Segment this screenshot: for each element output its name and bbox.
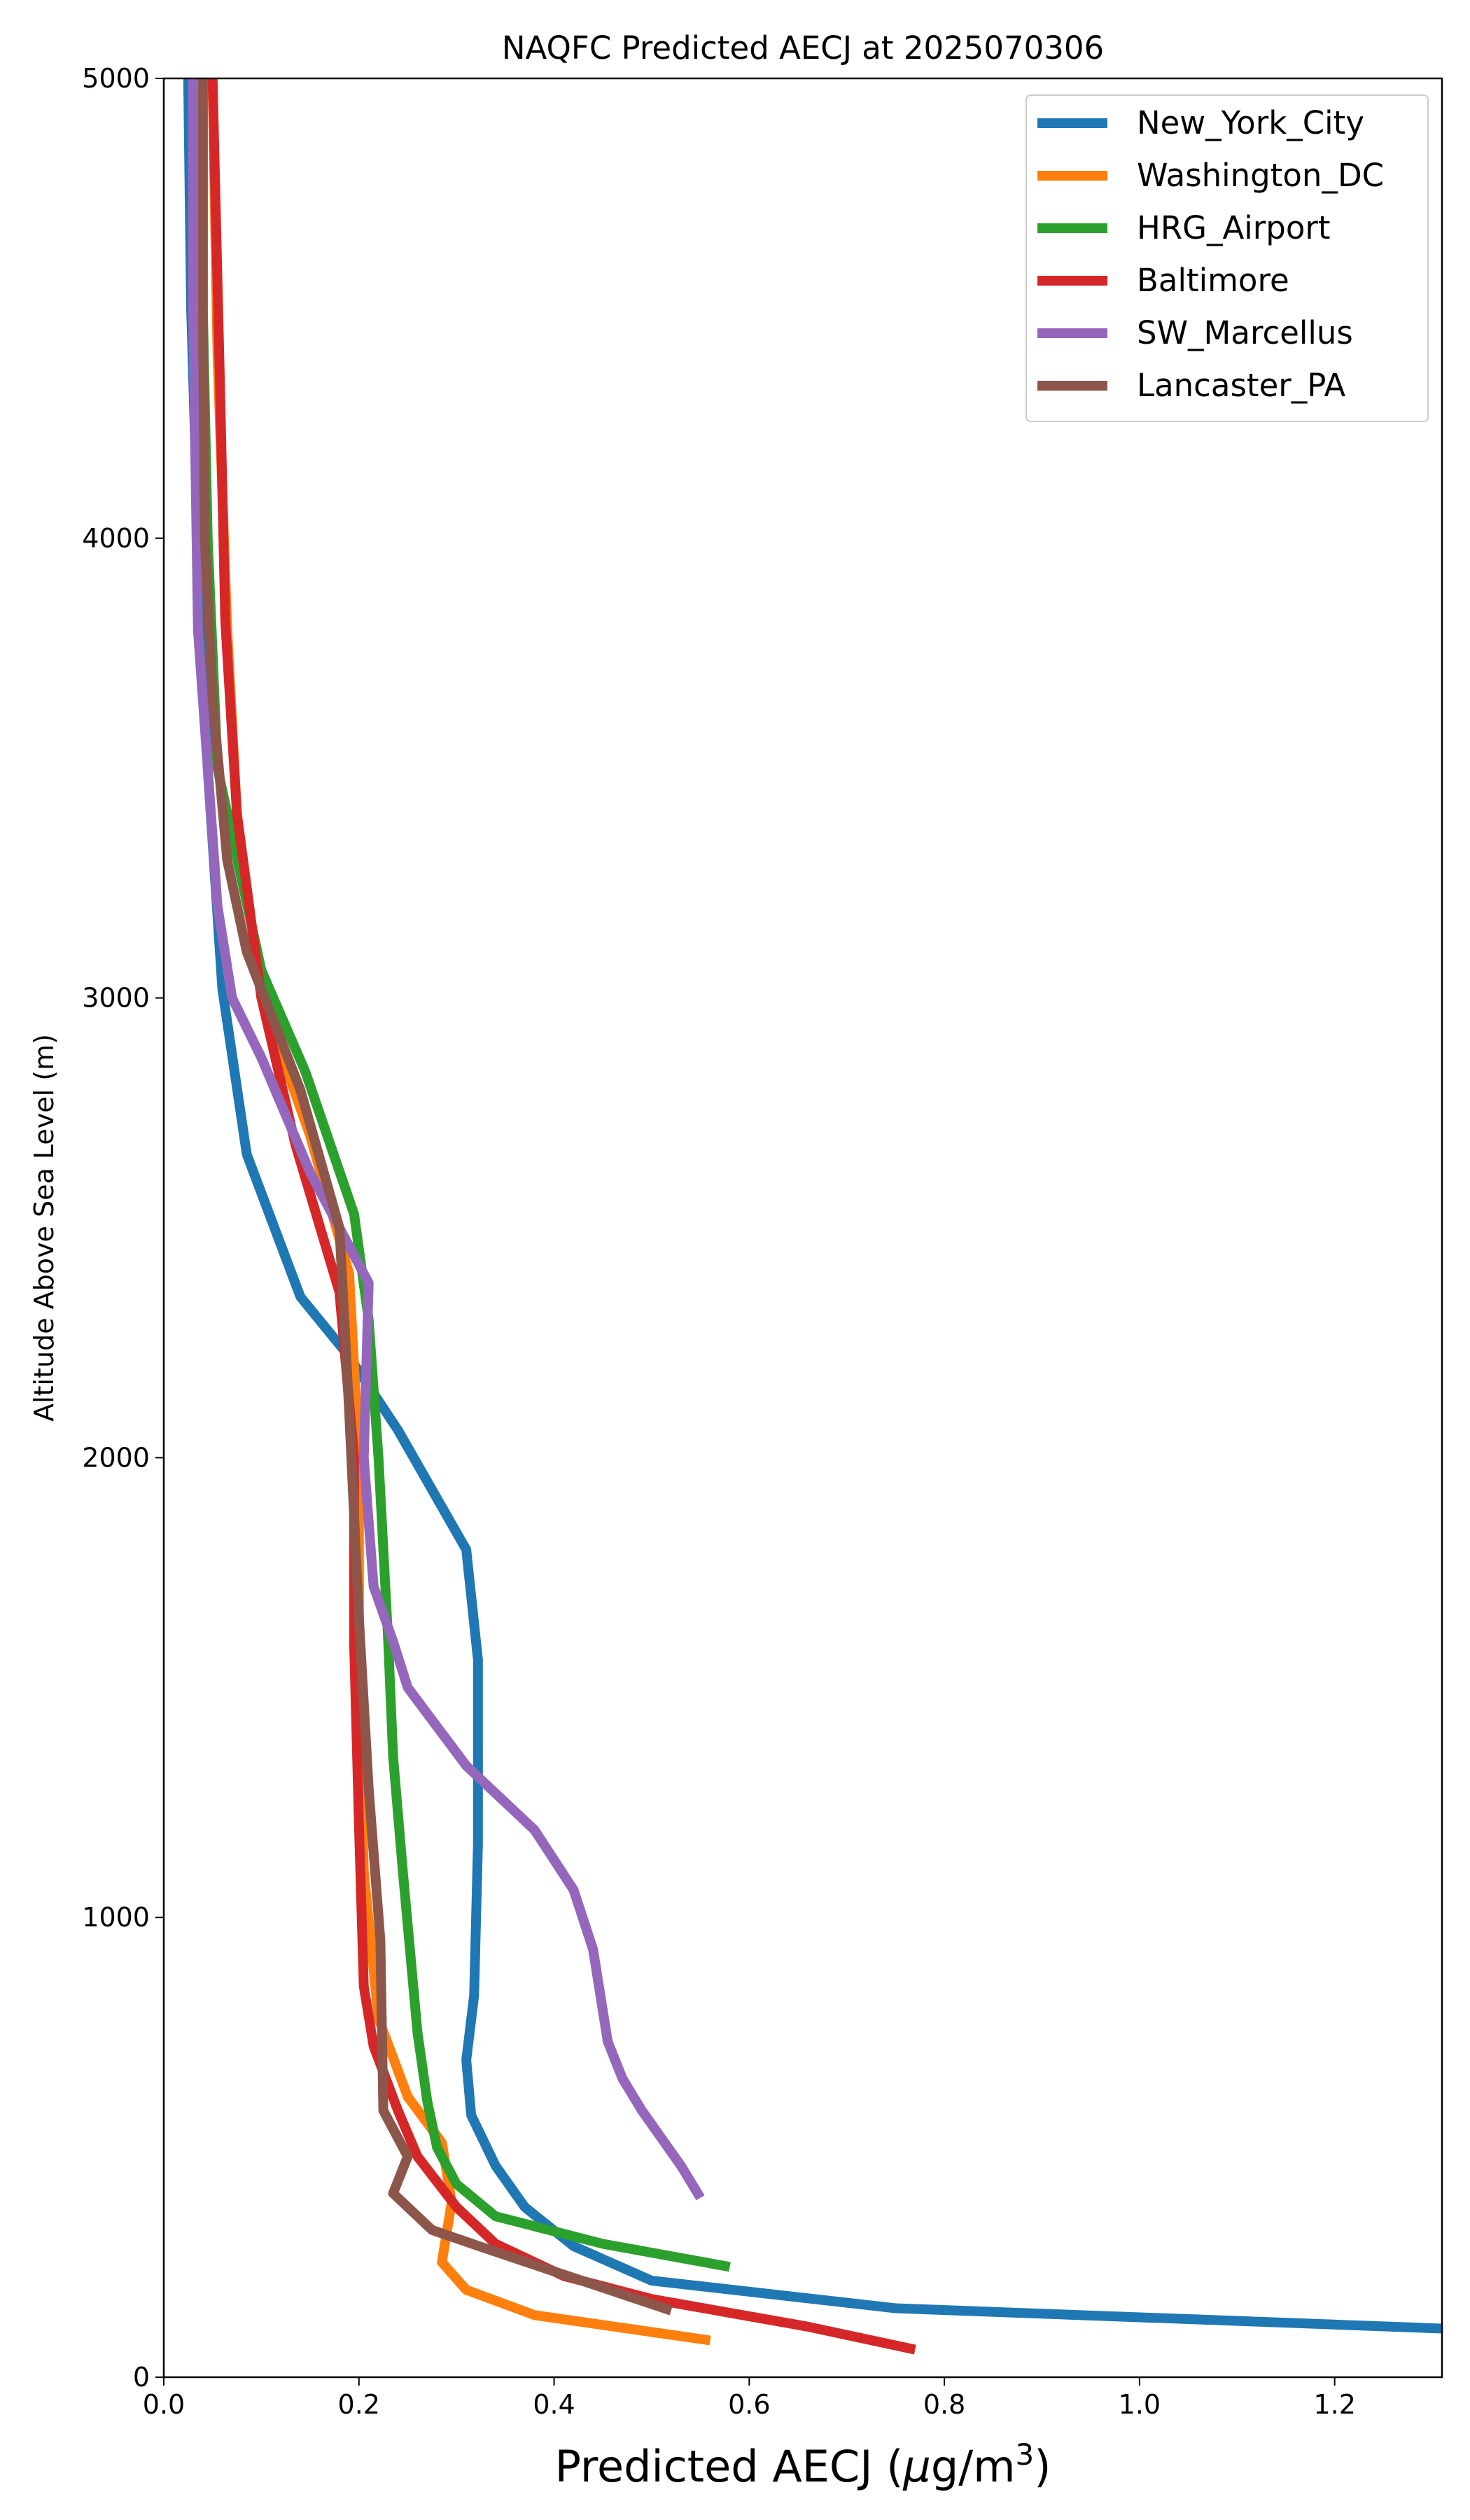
y-tick-label: 0 — [133, 2362, 150, 2393]
y-axis-label: Altitude Above Sea Level (m) — [29, 1034, 59, 1422]
plot-frame — [162, 77, 1443, 2379]
x-axis-label: Predicted AECJ (μg/m3) — [555, 2437, 1051, 2493]
y-tick-label: 5000 — [82, 63, 150, 94]
legend-box — [1026, 94, 1429, 422]
series-layer — [183, 78, 1442, 2355]
x-tick-label: 0.6 — [728, 2389, 770, 2420]
legend-label: Washington_DC — [1137, 157, 1384, 194]
legend-label: SW_Marcellus — [1137, 314, 1353, 351]
legend-label: Lancaster_PA — [1137, 367, 1346, 404]
series-line-washington-dc — [207, 78, 711, 2346]
y-tick-label: 2000 — [82, 1442, 150, 1473]
legend-entries: New_York_City Washington_DC HRG_Airport Bal… — [1037, 104, 1384, 404]
x-tick-label: 0.8 — [923, 2389, 965, 2420]
x-tick-label: 0.2 — [338, 2389, 380, 2420]
x-tick-label: 1.2 — [1313, 2389, 1355, 2420]
y-tick-label: 3000 — [82, 983, 150, 1014]
series-line-lancaster-pa — [197, 78, 673, 2316]
legend: New_York_City Washington_DC HRG_Airport Bal… — [1026, 94, 1429, 422]
series-line-hrg-airport — [197, 78, 731, 2272]
x-tick-label: 0.0 — [143, 2389, 185, 2420]
x-tick-label: 0.4 — [533, 2389, 575, 2420]
x-tick-label: 1.0 — [1119, 2389, 1161, 2420]
legend-label: Baltimore — [1137, 262, 1289, 299]
x-axis-ticks: 0.0 0.2 0.4 0.6 0.8 1.0 1.2 — [143, 2377, 1356, 2420]
legend-label: HRG_Airport — [1137, 209, 1331, 246]
chart-title: NAQFC Predicted AECJ at 2025070306 — [502, 29, 1104, 66]
series-line-baltimore — [207, 78, 916, 2355]
y-tick-label: 1000 — [82, 1902, 150, 1933]
legend-label: New_York_City — [1137, 104, 1364, 141]
y-tick-label: 4000 — [82, 523, 150, 554]
series-line-sw-marcellus — [188, 78, 705, 2201]
y-axis-ticks: 0 1000 2000 3000 4000 5000 — [82, 63, 164, 2393]
